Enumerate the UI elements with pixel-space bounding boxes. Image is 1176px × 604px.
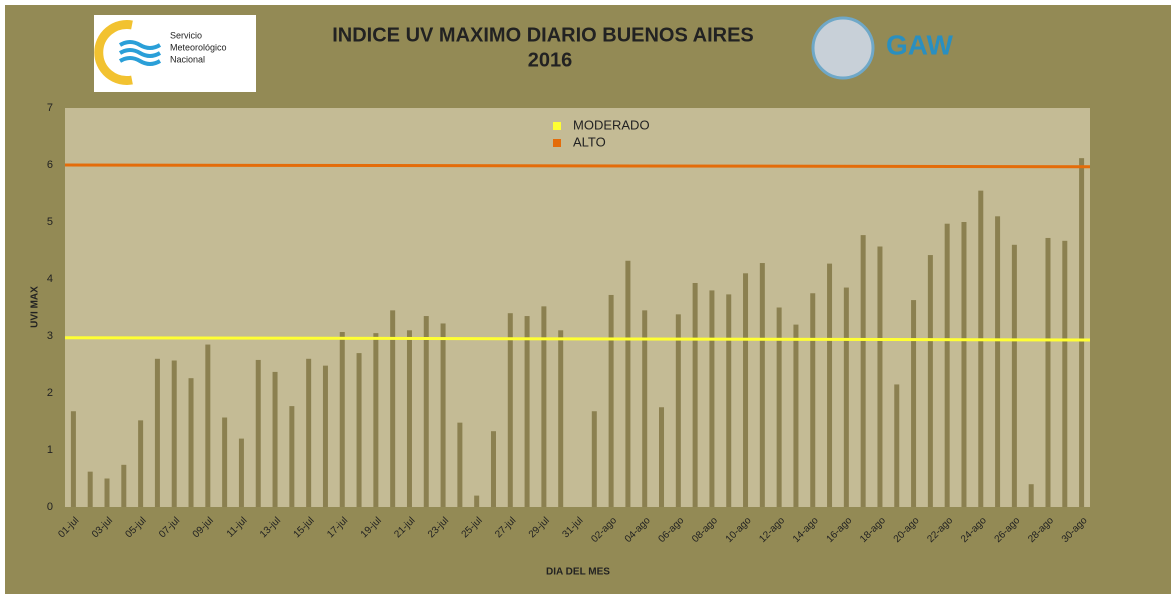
y-tick-label: 1 — [47, 444, 53, 456]
bar — [322, 365, 328, 507]
bar — [642, 310, 648, 507]
bar — [154, 358, 160, 507]
bar — [373, 333, 379, 507]
bar — [390, 310, 396, 507]
bar — [726, 294, 732, 507]
bar — [625, 260, 631, 507]
bar — [911, 300, 917, 507]
legend-label: ALTO — [573, 134, 606, 149]
reference-line — [64, 163, 1091, 169]
bar — [238, 438, 244, 507]
bar — [1011, 244, 1017, 508]
bar — [507, 313, 513, 507]
bar — [743, 273, 749, 507]
bar — [272, 371, 278, 507]
bar — [558, 330, 564, 507]
bar — [474, 495, 480, 507]
bar — [675, 314, 681, 507]
bar — [1079, 158, 1085, 507]
bar — [843, 287, 849, 507]
legend-label: MODERADO — [573, 117, 650, 132]
bar — [944, 223, 950, 507]
bar — [591, 411, 597, 507]
bar — [339, 332, 345, 507]
bar — [1045, 237, 1051, 507]
bar — [440, 323, 446, 507]
bar — [524, 316, 530, 507]
legend-swatch — [553, 122, 561, 130]
bar — [927, 255, 933, 507]
bar — [810, 293, 816, 507]
bar — [877, 246, 883, 507]
logo-text: Meteorológico — [170, 42, 227, 52]
logo-text: Servicio — [170, 30, 202, 40]
bar — [171, 360, 177, 507]
bar — [827, 263, 833, 507]
bar — [490, 431, 496, 507]
bar — [457, 422, 463, 507]
bar — [205, 344, 211, 507]
bar — [541, 306, 547, 507]
gaw-globe — [811, 16, 875, 80]
y-tick-label: 4 — [47, 273, 53, 285]
y-tick-label: 3 — [47, 330, 53, 342]
bar — [138, 420, 144, 507]
logo-waves — [118, 40, 162, 66]
bar — [423, 316, 429, 507]
bar — [188, 378, 194, 507]
y-tick-label: 6 — [47, 159, 53, 171]
bar — [255, 359, 261, 507]
logo-arc — [94, 20, 133, 85]
bar — [995, 216, 1001, 508]
plot-area — [65, 108, 1090, 507]
y-axis-label: UVI MAX — [30, 286, 41, 328]
logo-text: Nacional — [170, 54, 205, 64]
bar — [121, 464, 127, 507]
bar — [659, 407, 665, 507]
bar — [709, 290, 715, 507]
chart-title: INDICE UV MAXIMO DIARIO BUENOS AIRES — [332, 24, 754, 46]
bar — [406, 330, 412, 507]
x-axis-label: DIA DEL MES — [546, 567, 610, 578]
bar — [306, 358, 312, 507]
chart-subtitle: 2016 — [528, 49, 573, 71]
gaw-text: GAW — [886, 29, 953, 60]
bar — [860, 235, 866, 508]
y-tick-label: 5 — [47, 216, 53, 228]
bar — [608, 294, 614, 507]
y-tick-label: 7 — [47, 102, 53, 114]
bar — [70, 411, 76, 507]
bar — [1028, 484, 1034, 507]
bar — [1062, 240, 1068, 507]
y-tick-label: 0 — [47, 501, 53, 513]
bar — [289, 406, 295, 507]
bar — [894, 384, 900, 507]
bar — [793, 324, 799, 507]
bar — [759, 263, 765, 507]
bar — [692, 282, 698, 507]
bar — [776, 307, 782, 507]
bar — [961, 222, 967, 507]
legend-swatch — [553, 139, 561, 147]
y-tick-label: 2 — [47, 387, 53, 399]
bar — [87, 471, 93, 507]
bar — [978, 190, 984, 507]
bar — [356, 353, 362, 507]
bar — [104, 478, 110, 507]
reference-line — [64, 336, 1091, 342]
bar — [222, 417, 228, 507]
